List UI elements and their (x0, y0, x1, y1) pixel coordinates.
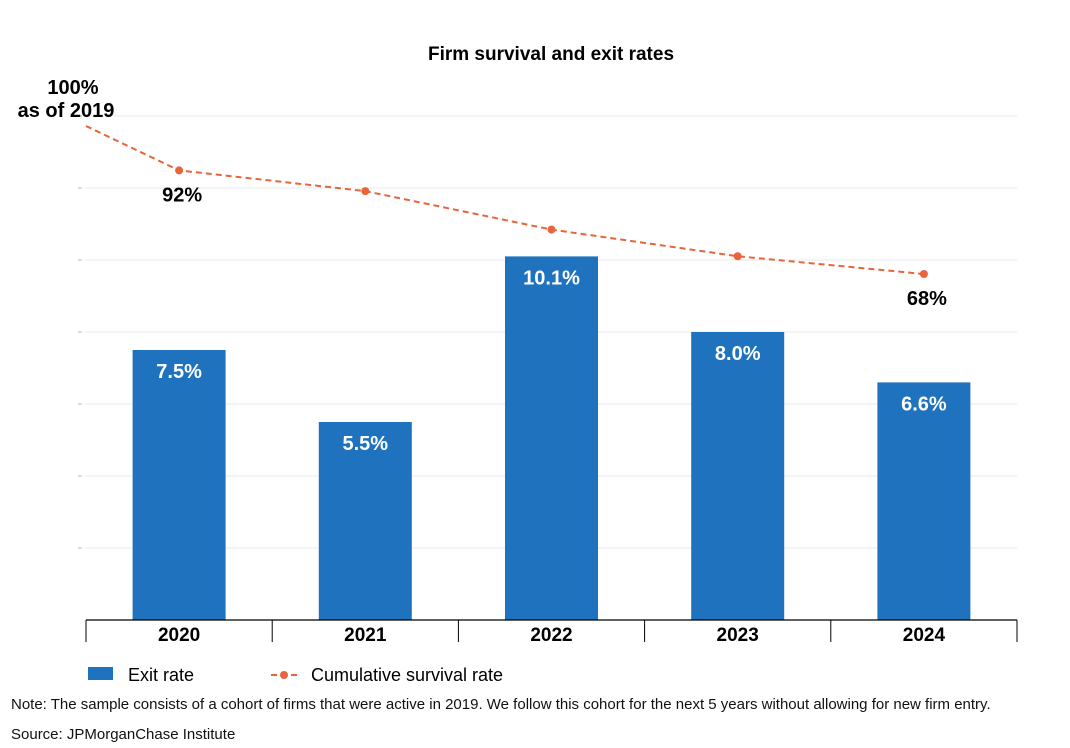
survival-line: 92% 68% 100%as of 2019 (18, 77, 947, 310)
bar-2024 (877, 382, 971, 620)
bar-label-2022: 10.1% (523, 267, 580, 289)
legend-survival-marker (280, 671, 288, 679)
x-tick-label-2023: 2023 (717, 625, 759, 646)
bar-2021 (318, 422, 412, 620)
bar-label-2020: 7.5% (156, 361, 202, 383)
bar-2023 (691, 332, 785, 620)
source-line: Source: JPMorganChase Institute (11, 726, 236, 743)
exit-rate-labels: 7.5% 5.5% 10.1% 8.0% 6.6% (156, 267, 947, 455)
bar-label-2024: 6.6% (901, 393, 947, 415)
x-tick-label-2021: 2021 (344, 625, 387, 646)
bar-label-2023: 8.0% (715, 343, 761, 365)
survival-label-2020: 92% (162, 184, 202, 206)
legend-exit-rate-label: Exit rate (128, 665, 194, 685)
bar-label-2021: 5.5% (343, 433, 389, 455)
x-tick-label-2024: 2024 (903, 625, 946, 646)
survival-point-2021 (361, 187, 370, 196)
legend-exit-rate-swatch (88, 667, 113, 680)
x-axis: 2020 2021 2022 2023 2024 (85, 619, 1018, 646)
legend: Exit rate Cumulative survival rate (88, 665, 503, 685)
footnote: Note: The sample consists of a cohort of… (11, 696, 991, 713)
bar-2020 (132, 350, 226, 620)
survival-start-label: 100% (47, 77, 98, 99)
legend-survival-label: Cumulative survival rate (311, 665, 503, 685)
survival-line-path (85, 125, 924, 275)
x-tick-label-2022: 2022 (530, 625, 572, 646)
exit-rate-bars (132, 256, 971, 620)
survival-point-2023 (733, 252, 742, 261)
survival-point-2022 (547, 225, 556, 234)
firm-survival-chart: Firm survival and exit rates 7.5% 5.5% 10.… (18, 44, 1018, 685)
survival-start-sublabel: as of 2019 (18, 100, 115, 122)
survival-label-2024: 68% (907, 288, 947, 310)
x-tick-label-2020: 2020 (158, 625, 200, 646)
survival-point-2020 (175, 166, 184, 175)
bar-2022 (505, 256, 598, 620)
survival-point-2024 (919, 270, 928, 278)
chart-title: Firm survival and exit rates (428, 44, 674, 65)
